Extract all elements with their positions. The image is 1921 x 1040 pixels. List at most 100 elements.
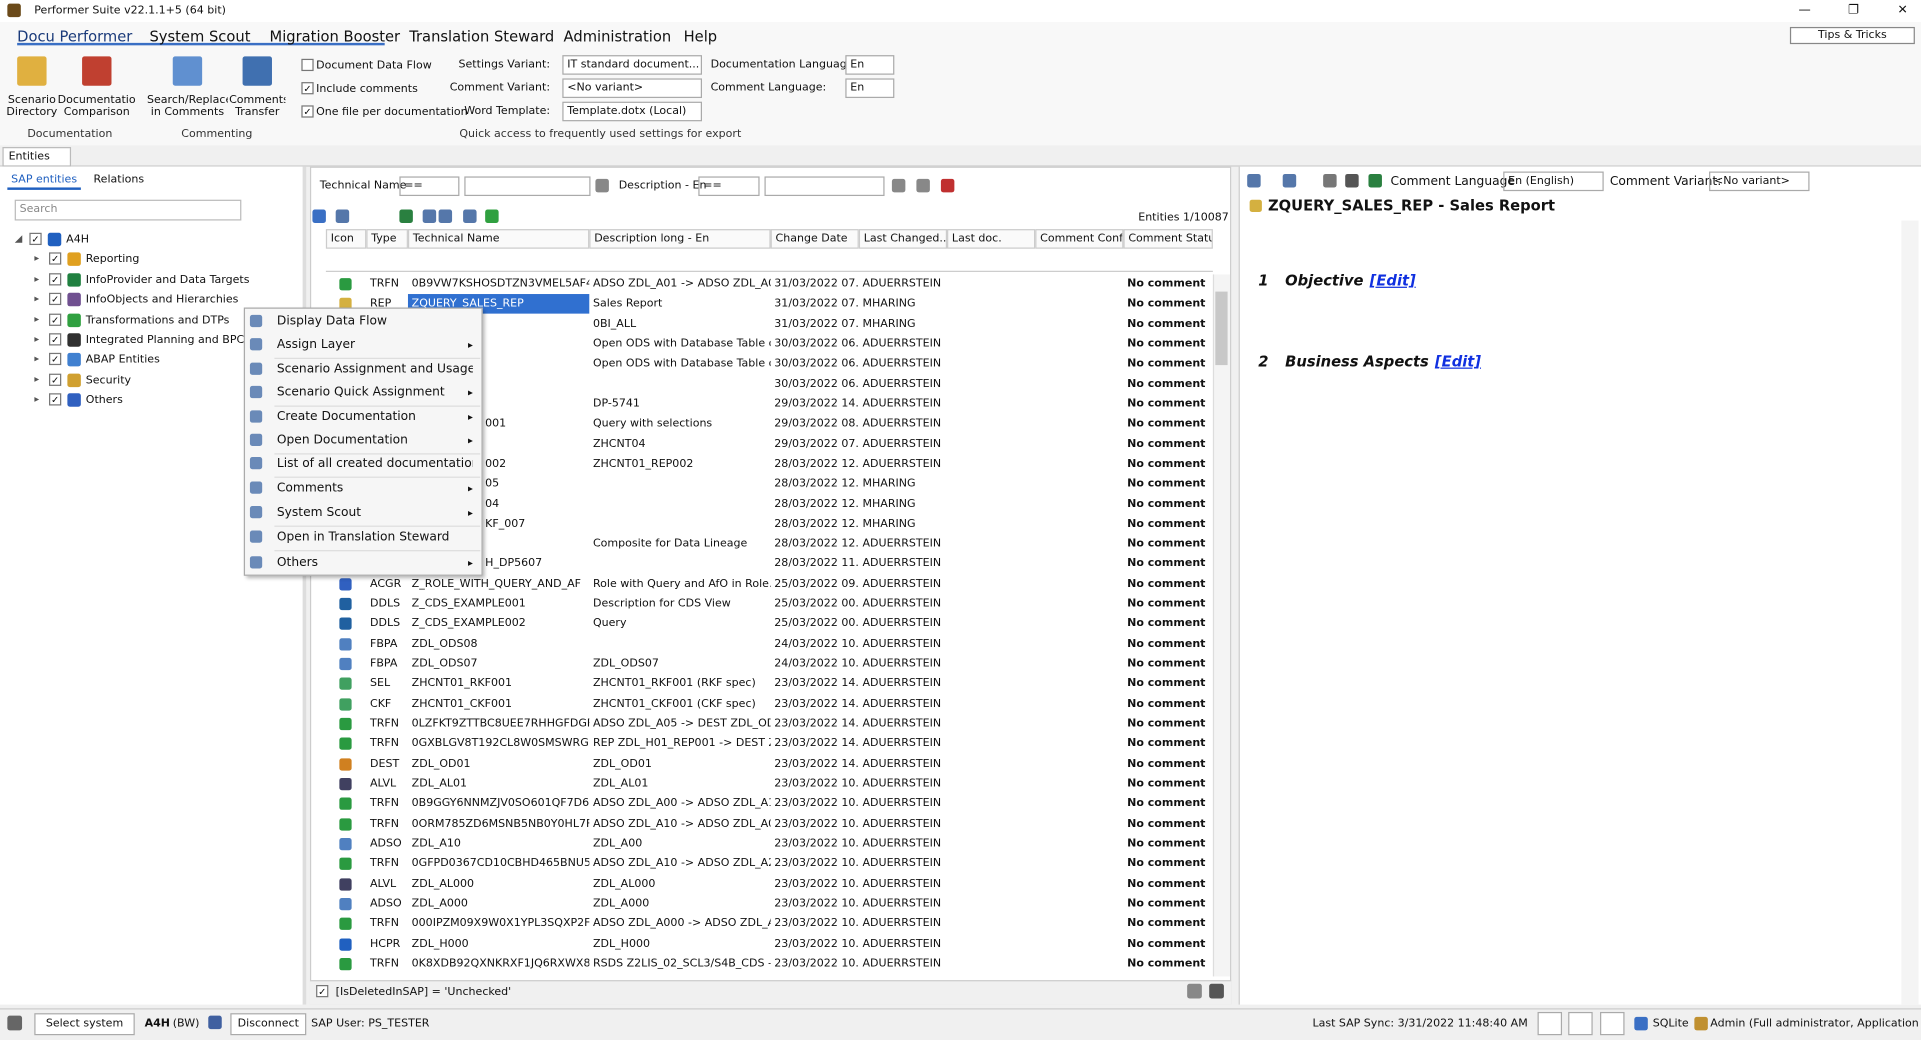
table-cell[interactable]: ADSO ZDL_A000 -> ADSO ZDL_A000 bbox=[592, 917, 771, 931]
table-cell[interactable]: 0GFPD0367CD10CBHD465BNU5 bbox=[411, 857, 590, 871]
table-cell[interactable]: 28/03/2022 12... bbox=[774, 498, 859, 511]
tree-expander[interactable]: ▸ bbox=[34, 353, 40, 365]
table-cell[interactable]: 23/03/2022 10... bbox=[774, 857, 859, 871]
table-cell[interactable]: 29/03/2022 07... bbox=[774, 438, 859, 451]
tree-item[interactable]: Security bbox=[85, 374, 132, 387]
table-cell[interactable]: 23/03/2022 10... bbox=[774, 937, 859, 951]
table-cell[interactable]: DDLS bbox=[369, 618, 401, 631]
window-button[interactable]: ✕ bbox=[1897, 3, 1908, 18]
table-cell[interactable]: No comment bbox=[1127, 637, 1206, 651]
table-cell[interactable]: ZDL_ODS07 bbox=[592, 657, 659, 671]
table-cell[interactable]: 28/03/2022 12... bbox=[774, 538, 859, 551]
table-cell[interactable]: No comment bbox=[1127, 518, 1206, 531]
checkbox[interactable]: ✓ bbox=[49, 373, 62, 386]
table-cell[interactable]: 001 bbox=[485, 418, 507, 431]
table-cell[interactable]: KF_007 bbox=[485, 518, 526, 531]
table-cell[interactable]: CKF bbox=[369, 697, 392, 711]
table-cell[interactable]: ADSO bbox=[369, 897, 402, 911]
edit-link[interactable]: [Edit] bbox=[1434, 352, 1482, 370]
table-cell[interactable]: No comment bbox=[1127, 957, 1206, 971]
tree-item[interactable]: Integrated Planning and BPC bbox=[85, 334, 245, 347]
table-cell[interactable]: No comment bbox=[1127, 917, 1206, 931]
table-cell[interactable]: ADUERRSTEIN bbox=[862, 558, 942, 571]
context-menu-item[interactable]: System Scout bbox=[276, 505, 362, 520]
table-cell[interactable]: ZDL_AL01 bbox=[592, 777, 649, 791]
column-header[interactable]: Last Changed... bbox=[858, 229, 948, 249]
tree-expander[interactable]: ▸ bbox=[34, 393, 40, 405]
table-cell[interactable]: ZHCNT01_CKF001 bbox=[411, 697, 513, 711]
table-cell[interactable]: 23/03/2022 10... bbox=[774, 837, 859, 851]
table-cell[interactable]: REP ZDL_H01_REP001 -> DEST Z... bbox=[592, 737, 771, 751]
table-cell[interactable]: ADUERRSTEIN bbox=[862, 777, 942, 791]
table-cell[interactable]: 31/03/2022 07... bbox=[774, 278, 859, 291]
checkbox[interactable]: ✓ bbox=[49, 333, 62, 346]
filter-input[interactable] bbox=[464, 176, 591, 197]
table-cell[interactable]: No comment bbox=[1127, 937, 1206, 951]
table-cell[interactable]: ZDL_OD01 bbox=[592, 757, 652, 771]
table-cell[interactable]: MHARING bbox=[862, 478, 916, 491]
table-cell[interactable]: Open ODS with Database Table o... bbox=[592, 338, 771, 351]
search-box[interactable]: Search bbox=[14, 199, 242, 221]
checkbox[interactable]: ✓ bbox=[29, 232, 42, 246]
table-cell[interactable]: 23/03/2022 10... bbox=[774, 917, 859, 931]
table-cell[interactable]: ZDL_ODS08 bbox=[411, 637, 478, 651]
table-cell[interactable]: ADSO bbox=[369, 837, 402, 851]
table-cell[interactable]: 25/03/2022 09... bbox=[774, 578, 859, 591]
status-button[interactable] bbox=[1600, 1011, 1625, 1036]
column-header[interactable]: Change Date bbox=[770, 229, 859, 249]
table-cell[interactable]: No comment bbox=[1127, 358, 1206, 371]
table-cell[interactable]: ADUERRSTEIN bbox=[862, 398, 942, 411]
ribbon-button-label[interactable]: Comparison bbox=[63, 106, 130, 119]
table-cell[interactable]: 0GXBLGV8T192CL8W0SMSWRGF bbox=[411, 737, 590, 751]
table-cell[interactable]: ADSO ZDL_A10 -> ADSO ZDL_A00 bbox=[592, 817, 771, 831]
table-cell[interactable]: ADUERRSTEIN bbox=[862, 917, 942, 931]
tree-item[interactable]: ABAP Entities bbox=[85, 354, 160, 367]
table-cell[interactable]: ZHCNT04 bbox=[592, 438, 646, 451]
tree-item[interactable]: Transformations and DTPs bbox=[85, 314, 230, 327]
table-cell[interactable]: ZHCNT01_CKF001 (CKF spec) bbox=[592, 697, 756, 711]
context-menu-item[interactable]: Open in Translation Steward bbox=[276, 530, 450, 544]
dropdown[interactable]: IT standard document... bbox=[562, 55, 702, 75]
table-cell[interactable]: 25/03/2022 00... bbox=[774, 597, 859, 611]
column-header[interactable]: Description long - En bbox=[589, 229, 771, 249]
table-cell[interactable]: ADUERRSTEIN bbox=[862, 797, 942, 811]
table-cell[interactable]: 0B9GGY6NNMZJV0SO601QF7D6 bbox=[411, 797, 590, 811]
table-cell[interactable]: 24/03/2022 10... bbox=[774, 657, 859, 671]
table-cell[interactable]: FBPA bbox=[369, 637, 398, 651]
table-cell[interactable]: No comment bbox=[1127, 717, 1206, 731]
table-cell[interactable]: 05 bbox=[485, 478, 500, 491]
table-cell[interactable]: SEL bbox=[369, 677, 391, 691]
menu-tab[interactable]: Help bbox=[683, 28, 718, 46]
tree-item[interactable]: Reporting bbox=[85, 254, 140, 267]
table-cell[interactable]: Open ODS with Database Table o... bbox=[592, 358, 771, 371]
table-cell[interactable]: Sales Report bbox=[592, 298, 663, 311]
table-cell[interactable]: 31/03/2022 07... bbox=[774, 298, 859, 311]
status-button[interactable] bbox=[1568, 1011, 1593, 1036]
table-cell[interactable]: ZDL_OD01 bbox=[411, 757, 471, 771]
ribbon-button-label[interactable]: Scenario bbox=[7, 94, 56, 107]
tree-expander[interactable]: ▸ bbox=[34, 293, 40, 305]
dropdown[interactable]: <No variant> bbox=[562, 78, 702, 99]
table-cell[interactable]: ADUERRSTEIN bbox=[862, 618, 942, 631]
table-cell[interactable]: No comment bbox=[1127, 618, 1206, 631]
window-button[interactable]: — bbox=[1798, 3, 1811, 18]
ribbon-button-label[interactable]: Directory bbox=[6, 106, 58, 119]
edit-link[interactable]: [Edit] bbox=[1369, 271, 1416, 290]
table-cell[interactable]: No comment bbox=[1127, 797, 1206, 811]
table-cell[interactable]: 28/03/2022 11... bbox=[774, 558, 859, 571]
ribbon-button-label[interactable]: Transfer bbox=[235, 106, 280, 119]
table-cell[interactable]: No comment bbox=[1127, 278, 1206, 291]
table-cell[interactable]: No comment bbox=[1127, 298, 1206, 311]
operator-dropdown[interactable]: == bbox=[698, 176, 760, 197]
tree-expander[interactable]: ▸ bbox=[34, 373, 40, 385]
context-menu-item[interactable]: Comments bbox=[276, 481, 344, 495]
table-cell[interactable]: ALVL bbox=[369, 877, 397, 891]
checkbox[interactable]: ✓ bbox=[49, 272, 62, 286]
table-cell[interactable]: 29/03/2022 08... bbox=[774, 418, 859, 431]
context-menu-item[interactable]: Open Documentation bbox=[276, 433, 408, 448]
window-button[interactable]: ❐ bbox=[1848, 3, 1860, 18]
table-cell[interactable]: 23/03/2022 10... bbox=[774, 777, 859, 791]
table-cell[interactable]: No comment bbox=[1127, 398, 1206, 411]
table-cell[interactable]: ADUERRSTEIN bbox=[862, 957, 942, 971]
table-cell[interactable]: TRFN bbox=[369, 717, 399, 731]
